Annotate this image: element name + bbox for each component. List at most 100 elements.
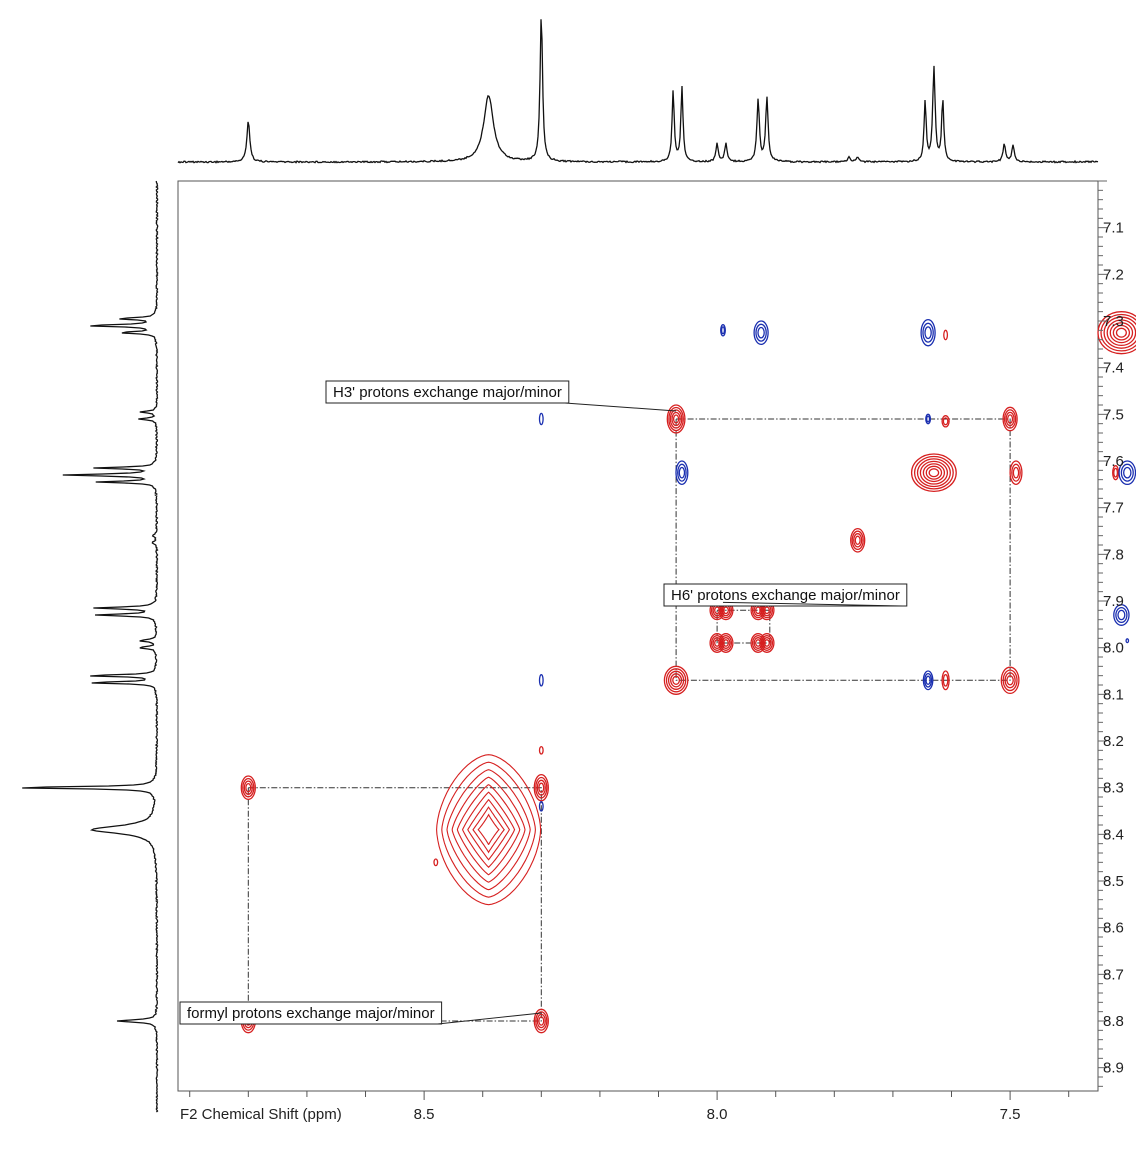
cross-peak-11 — [1009, 460, 1023, 486]
contour — [433, 858, 439, 867]
annotation-box — [663, 583, 908, 607]
plot-frame — [177, 180, 1099, 1092]
contour — [1002, 406, 1018, 432]
contour — [240, 775, 256, 801]
annotation-box — [179, 1001, 443, 1025]
y-tick-label: 8.2 — [1103, 733, 1124, 750]
y-tick-label: 7.4 — [1103, 360, 1124, 377]
contour — [663, 665, 689, 695]
y-tick-label: 7.7 — [1103, 500, 1124, 517]
contour — [472, 806, 505, 854]
contour — [719, 635, 733, 651]
contour — [672, 414, 680, 424]
contour — [1100, 313, 1136, 352]
annotation-text: H6' protons exchange major/minor — [671, 587, 900, 604]
y-tick-label: 8.7 — [1103, 966, 1124, 983]
contour — [922, 322, 934, 343]
contour — [667, 670, 685, 690]
f1-projection-line — [22, 180, 159, 1113]
cross-peak-20 — [718, 633, 734, 653]
y-axis: 7.1 7.2 7.3 7.4 7.5 7.6 7.7 7.8 7.9 8.0 8.1 8.2 8.3 8… — [1098, 180, 1124, 1087]
annotation-h3: H3' protons exchange major/minor — [325, 380, 677, 412]
contour — [535, 776, 548, 799]
contour — [672, 675, 681, 685]
contour — [757, 326, 765, 339]
contour — [536, 779, 546, 796]
contour — [1109, 322, 1134, 344]
y-tick-label: 8.1 — [1103, 686, 1124, 703]
x-tick-label: 7.5 — [1000, 1106, 1021, 1123]
contour — [446, 769, 531, 891]
contour — [925, 413, 932, 425]
contour — [928, 468, 940, 478]
contour — [753, 320, 769, 346]
y-tick-label: 8.5 — [1103, 873, 1124, 890]
cross-peak-9 — [910, 453, 957, 493]
contour — [1002, 669, 1018, 692]
cross-peak-28 — [720, 324, 726, 337]
cross-peak-24 — [538, 745, 544, 755]
f2-projection-trace — [177, 19, 1099, 164]
annotation-leader — [437, 1012, 542, 1025]
contour — [1003, 409, 1017, 429]
contour — [762, 637, 772, 649]
contour — [722, 606, 729, 615]
y-tick-label: 8.6 — [1103, 920, 1124, 937]
cross-peak-36 — [538, 674, 544, 687]
y-tick-label: 7.8 — [1103, 546, 1124, 563]
contour — [763, 639, 770, 647]
cross-peak-31 — [925, 413, 932, 425]
contour — [538, 674, 544, 687]
cross-peak-6 — [663, 665, 689, 695]
contour — [1012, 466, 1020, 479]
contour — [666, 404, 686, 434]
contour — [925, 675, 931, 686]
contour — [1004, 672, 1016, 689]
contour — [677, 463, 687, 482]
contour — [853, 533, 863, 548]
contour — [1117, 609, 1126, 621]
cross-peak-0 — [240, 775, 256, 801]
contour — [1011, 463, 1021, 482]
contour — [941, 670, 950, 691]
contour — [665, 668, 687, 693]
contour — [850, 527, 866, 553]
cross-peak-29 — [920, 318, 936, 347]
annotation-text: formyl protons exchange major/minor — [187, 1005, 435, 1022]
contour — [533, 773, 549, 802]
contour — [668, 406, 684, 432]
contour — [242, 777, 255, 798]
contour — [678, 466, 686, 479]
contour — [1125, 638, 1130, 644]
annotation-leader — [564, 402, 677, 412]
annotation-box — [325, 380, 570, 404]
contour — [922, 670, 934, 691]
cross-peak-30 — [922, 670, 934, 691]
y-tick-label: 8.9 — [1103, 1060, 1124, 1077]
contour — [1115, 606, 1128, 624]
x-tick-label: 8.0 — [707, 1106, 728, 1123]
contour — [1113, 467, 1119, 478]
contour — [533, 1008, 549, 1034]
contour — [456, 784, 521, 876]
contour — [763, 606, 770, 615]
y-tick-label: 7.9 — [1103, 593, 1124, 610]
contour — [1097, 311, 1136, 355]
contour — [671, 411, 681, 427]
contour — [436, 754, 542, 906]
contour — [1123, 466, 1132, 479]
contour — [753, 637, 763, 649]
contour — [910, 453, 957, 493]
cross-peak-22 — [759, 633, 775, 653]
contour — [722, 639, 729, 647]
contour — [538, 1016, 545, 1026]
contour — [245, 782, 252, 793]
y-tick-label: 7.2 — [1103, 266, 1124, 283]
contour — [924, 672, 933, 688]
contour — [920, 318, 936, 347]
cross-peak-2 — [533, 773, 549, 802]
contour — [1006, 675, 1014, 686]
contour — [922, 463, 946, 483]
annotation-formyl: formyl protons exchange major/minor — [179, 1001, 542, 1025]
